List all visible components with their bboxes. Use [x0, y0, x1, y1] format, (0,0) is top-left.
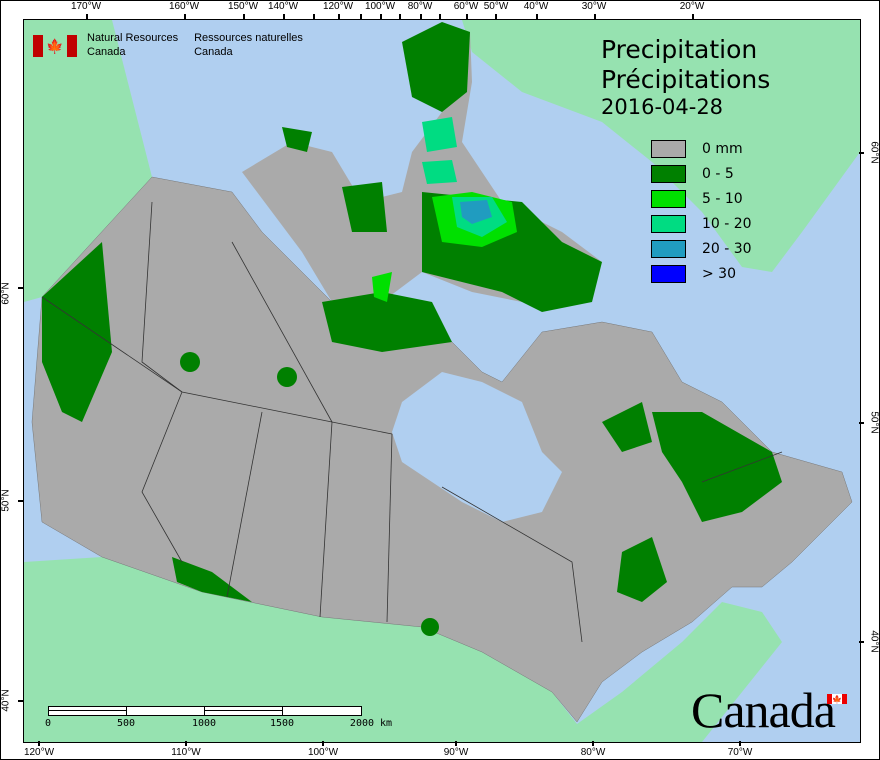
legend-swatch: [651, 214, 686, 233]
legend-item: 0 mm: [651, 136, 752, 161]
map-title: Precipitation Précipitations: [601, 35, 770, 95]
agency-en-line1: Natural Resources: [87, 32, 179, 44]
top-tick-label: 150°W: [227, 1, 259, 12]
legend-swatch: [651, 189, 686, 208]
left-tick-label: 60°N: [0, 282, 12, 305]
agency-fr-line2: Canada: [194, 46, 233, 58]
hudson-bay: [392, 372, 562, 522]
legend-item: 0 - 5: [651, 161, 752, 186]
legend-item: 20 - 30: [651, 236, 752, 261]
legend-label: 20 - 30: [702, 240, 752, 257]
legend-label: 0 - 5: [702, 165, 734, 182]
legend-swatch: [651, 264, 686, 283]
bottom-tick-label: 100°W: [307, 747, 339, 758]
map-frame: [23, 19, 861, 743]
bottom-tick-label: 80°W: [580, 747, 606, 758]
top-tick-label: 140°W: [267, 1, 299, 12]
legend-label: > 30: [702, 265, 736, 282]
legend-label: 0 mm: [702, 140, 743, 157]
top-tick-label: 60°W: [453, 1, 479, 12]
provincial-borders: [41, 201, 783, 643]
legend-item: 5 - 10: [651, 186, 752, 211]
title-fr: Précipitations: [601, 65, 771, 94]
map-date: 2016-04-28: [601, 95, 724, 119]
legend-label: 5 - 10: [702, 190, 743, 207]
legend-swatch: [651, 239, 686, 258]
scale-label: 0: [44, 718, 52, 729]
canada-wordmark: Canada: [691, 682, 836, 738]
agency-en-line2: Canada: [87, 46, 126, 58]
top-tick-label: 30°W: [581, 1, 607, 12]
title-en: Precipitation: [601, 35, 758, 64]
top-tick-label: 160°W: [168, 1, 200, 12]
top-tick-label: 120°W: [322, 1, 354, 12]
legend-label: 10 - 20: [702, 215, 752, 232]
top-tick-label: 100°W: [364, 1, 396, 12]
legend-item: > 30: [651, 261, 752, 286]
scale-label: 1000: [191, 718, 217, 729]
scale-bar: [48, 706, 362, 716]
left-tick-label: 40°N: [0, 689, 12, 712]
legend: 0 mm 0 - 5 5 - 10 10 - 20 20 - 30 > 30: [651, 136, 752, 286]
bottom-tick-label: 90°W: [443, 747, 469, 758]
scale-label: 2000 km: [349, 718, 393, 729]
usa: [24, 557, 782, 742]
map-canvas: [24, 20, 860, 742]
canada-flag-icon: 🍁: [33, 35, 77, 57]
top-tick-label: 50°W: [483, 1, 509, 12]
top-tick-label: 40°W: [523, 1, 549, 12]
right-tick-label: 50°N: [868, 411, 880, 434]
legend-swatch: [651, 139, 686, 158]
right-tick-label: 40°N: [868, 630, 880, 653]
right-tick-label: 60°N: [868, 141, 880, 164]
bottom-tick-label: 110°W: [171, 747, 201, 758]
nrcan-signature: 🍁 Natural Resources Canada Ressources nat…: [33, 31, 303, 59]
legend-swatch: [651, 164, 686, 183]
top-tick-label: 170°W: [70, 1, 102, 12]
scale-label: 1500: [269, 718, 295, 729]
scale-label: 500: [116, 718, 136, 729]
top-tick-label: 80°W: [407, 1, 433, 12]
bottom-tick-label: 120°W: [23, 747, 55, 758]
bottom-tick-label: 70°W: [727, 747, 753, 758]
left-tick-label: 50°N: [0, 489, 12, 512]
agency-fr-line1: Ressources naturelles: [194, 32, 303, 44]
precip-0-5: [42, 22, 782, 636]
legend-item: 10 - 20: [651, 211, 752, 236]
wordmark-flag-icon: 🍁: [827, 694, 847, 704]
precip-20-30: [460, 200, 492, 224]
top-tick-label: 20°W: [679, 1, 705, 12]
alaska: [24, 20, 152, 302]
